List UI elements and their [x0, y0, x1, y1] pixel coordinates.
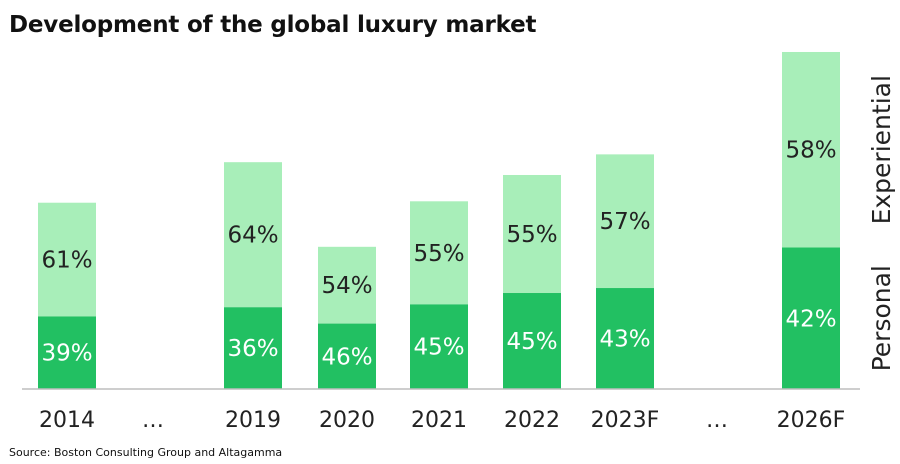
legend-personal: Personal — [867, 265, 896, 371]
bar-experiential-0 — [38, 202, 96, 317]
bar-experiential-3 — [318, 246, 376, 324]
data-label-personal-8: 42% — [785, 306, 836, 332]
legend-experiential: Experiential — [867, 75, 896, 224]
data-label-experiential-6: 57% — [599, 209, 650, 235]
bar-personal-8 — [782, 247, 840, 389]
bar-personal-5 — [503, 293, 561, 389]
bar-experiential-4 — [410, 201, 468, 305]
data-label-personal-2: 36% — [227, 336, 278, 362]
x-tick-label-3: 2020 — [319, 408, 375, 433]
data-label-experiential-4: 55% — [413, 241, 464, 267]
bar-personal-3 — [318, 323, 376, 389]
source-note: Source: Boston Consulting Group and Alta… — [9, 446, 283, 459]
bar-experiential-6 — [596, 154, 654, 289]
bar-personal-0 — [38, 316, 96, 389]
bar-experiential-5 — [503, 174, 561, 294]
bar-personal-4 — [410, 304, 468, 389]
bar-personal-2 — [224, 307, 282, 389]
bar-experiential-8 — [782, 51, 840, 248]
data-label-experiential-2: 64% — [227, 223, 278, 249]
x-tick-label-8: 2026F — [777, 408, 846, 433]
bar-experiential-2 — [224, 162, 282, 308]
x-tick-label-0: 2014 — [39, 408, 95, 433]
data-label-personal-6: 43% — [599, 327, 650, 353]
data-label-personal-5: 45% — [506, 329, 557, 355]
x-tick-label-1: … — [142, 408, 164, 433]
chart-title: Development of the global luxury market — [9, 12, 537, 38]
bar-personal-6 — [596, 288, 654, 389]
x-tick-label-2: 2019 — [225, 408, 281, 433]
x-tick-label-7: … — [706, 408, 728, 433]
data-label-personal-0: 39% — [41, 341, 92, 367]
data-label-experiential-5: 55% — [506, 222, 557, 248]
data-label-experiential-8: 58% — [785, 138, 836, 164]
x-tick-label-6: 2023F — [591, 408, 660, 433]
data-label-personal-3: 46% — [321, 344, 372, 370]
data-label-experiential-3: 54% — [321, 273, 372, 299]
data-label-experiential-0: 61% — [41, 248, 92, 274]
x-tick-label-5: 2022 — [504, 408, 560, 433]
data-label-personal-4: 45% — [413, 335, 464, 361]
x-tick-label-4: 2021 — [411, 408, 467, 433]
